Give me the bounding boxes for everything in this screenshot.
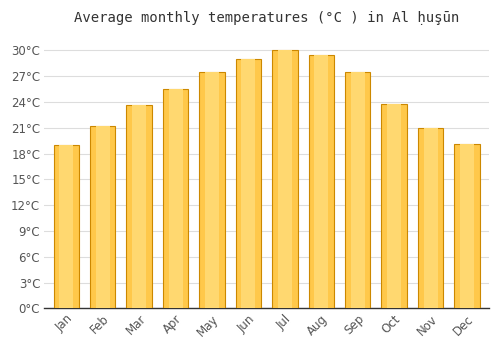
Title: Average monthly temperatures (°C ) in Al ḥuşūn: Average monthly temperatures (°C ) in Al… bbox=[74, 11, 460, 25]
Bar bbox=[382, 104, 407, 308]
Bar bbox=[54, 145, 79, 308]
Bar bbox=[163, 89, 188, 308]
Bar bbox=[90, 126, 116, 308]
Bar bbox=[278, 50, 292, 308]
Bar bbox=[236, 59, 261, 308]
Bar bbox=[314, 55, 328, 308]
Bar bbox=[126, 105, 152, 308]
Bar bbox=[345, 72, 370, 308]
Bar bbox=[460, 144, 474, 308]
Bar bbox=[199, 72, 224, 308]
Bar bbox=[418, 128, 444, 308]
Bar bbox=[168, 89, 182, 308]
Bar bbox=[132, 105, 146, 308]
Bar bbox=[308, 55, 334, 308]
Bar bbox=[350, 72, 364, 308]
Bar bbox=[96, 126, 110, 308]
Bar bbox=[242, 59, 256, 308]
Bar bbox=[205, 72, 219, 308]
Bar bbox=[272, 50, 297, 308]
Bar bbox=[424, 128, 438, 308]
Bar bbox=[59, 145, 74, 308]
Bar bbox=[387, 104, 401, 308]
Bar bbox=[454, 144, 480, 308]
